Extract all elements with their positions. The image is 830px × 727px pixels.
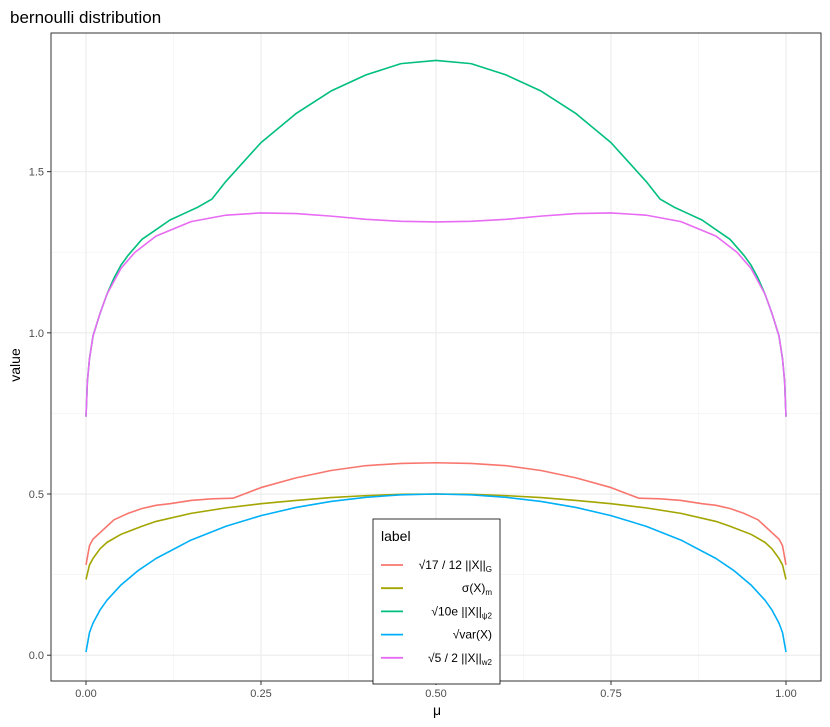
- y-tick-label: 0.0: [29, 650, 44, 662]
- plot-series: [85, 59, 787, 653]
- legend-title: label: [381, 528, 411, 544]
- legend-label-3: √10e ||X||ψ2: [431, 604, 492, 620]
- x-axis-title: μ: [433, 702, 441, 718]
- legend-label-5: √5 / 2 ||X||w2: [428, 651, 493, 667]
- legend-label-1: √17 / 12 ||X||G: [419, 558, 492, 574]
- y-tick-label: 1.0: [29, 328, 44, 340]
- x-tick-label: 0.50: [425, 688, 446, 700]
- y-tick-label: 1.5: [29, 167, 44, 179]
- legend-label-2: σ(X)m: [462, 581, 492, 597]
- y-tick-label: 0.5: [29, 489, 44, 501]
- x-tick-label: 0.75: [600, 688, 621, 700]
- series-line-3: [85, 59, 787, 417]
- x-tick-label: 0.25: [250, 688, 271, 700]
- series-line-5: [85, 212, 787, 417]
- x-axis: 0.00 0.25 0.50 0.75 1.00: [75, 681, 797, 700]
- series-line-4: [85, 493, 787, 653]
- x-tick-label: 0.00: [75, 688, 96, 700]
- y-axis: 0.0 0.5 1.0 1.5: [29, 167, 51, 662]
- legend-entries: √17 / 12 ||X||G σ(X)m √10e ||X||ψ2 √var(X) √…: [381, 558, 493, 667]
- y-axis-title: value: [7, 348, 23, 382]
- series-line-1: [85, 461, 787, 566]
- chart-title: bernoulli distribution: [10, 8, 161, 27]
- x-tick-label: 1.00: [775, 688, 796, 700]
- legend-label-4: √var(X): [453, 628, 492, 642]
- legend: label √17 / 12 ||X||G σ(X)m √10e ||X||ψ2 √v…: [372, 518, 501, 685]
- legend-box: [372, 518, 501, 685]
